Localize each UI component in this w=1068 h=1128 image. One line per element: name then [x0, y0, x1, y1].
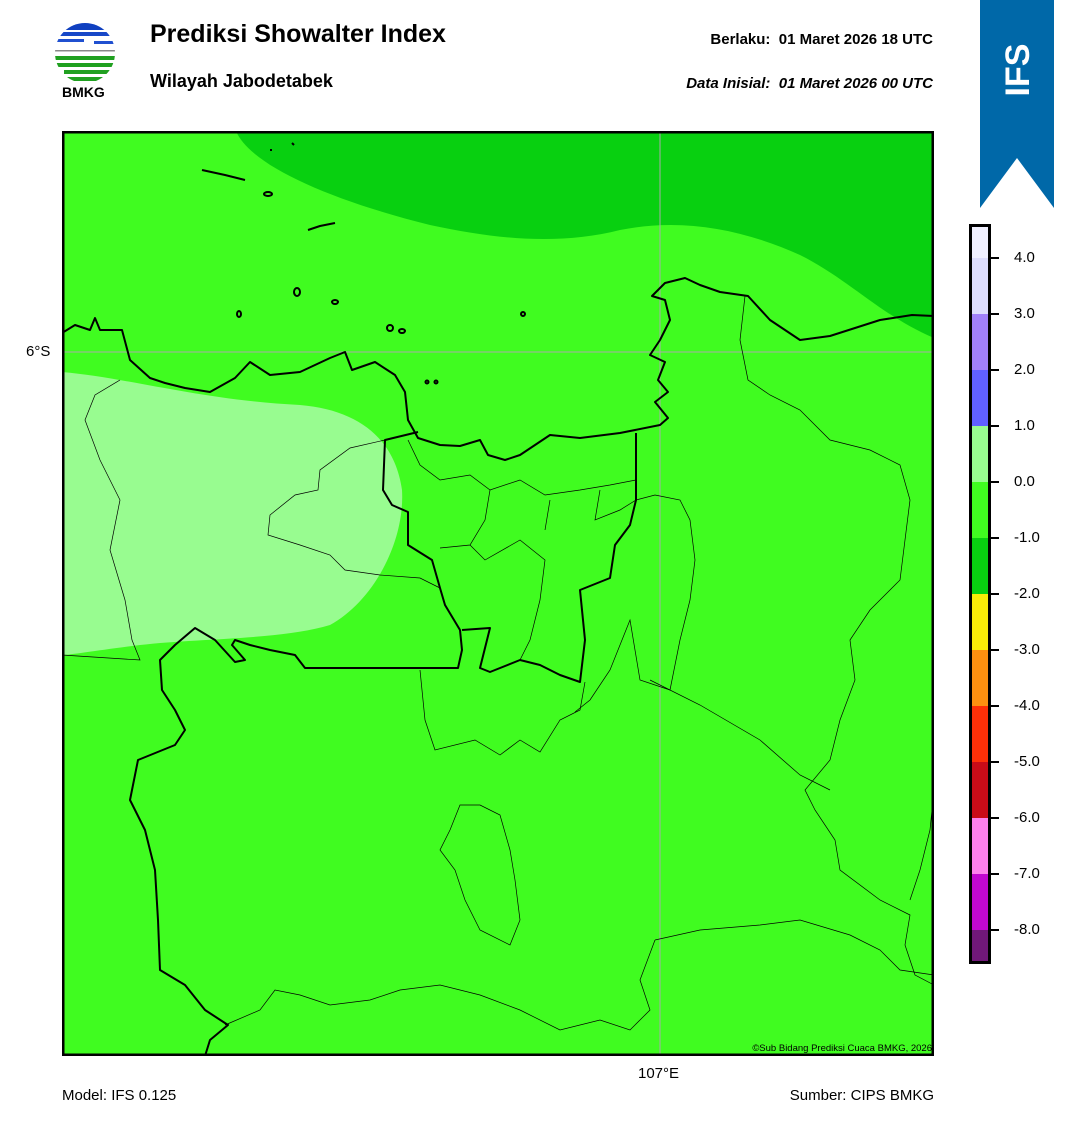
map-panel [62, 131, 934, 1056]
north-sea-contour [236, 131, 934, 338]
colorbar-tick [991, 425, 999, 427]
colorbar-tick-label: -8.0 [1014, 921, 1040, 938]
colorbar-segment [972, 314, 988, 370]
colorbar-tick [991, 537, 999, 539]
colorbar-segment [972, 930, 988, 961]
colorbar-tick-label: -7.0 [1014, 865, 1040, 882]
page-title: Prediksi Showalter Index [150, 20, 446, 48]
colorbar [969, 224, 991, 964]
colorbar-tick [991, 761, 999, 763]
colorbar-segment [972, 426, 988, 482]
colorbar-tick [991, 481, 999, 483]
colorbar-tick [991, 257, 999, 259]
colorbar-tick-label: 1.0 [1014, 417, 1035, 434]
model-label: Model: IFS 0.125 [62, 1087, 177, 1104]
colorbar-tick [991, 369, 999, 371]
colorbar-segment [972, 818, 988, 874]
colorbar-tick-label: -4.0 [1014, 697, 1040, 714]
west-area-contour [62, 372, 403, 655]
colorbar-tick-label: -2.0 [1014, 585, 1040, 602]
region-subtitle: Wilayah Jabodetabek [150, 71, 333, 91]
coastline [62, 142, 934, 461]
colorbar-segment [972, 258, 988, 314]
colorbar-tick-label: 2.0 [1014, 361, 1035, 378]
colorbar-tick [991, 929, 999, 931]
copyright-text: ©Sub Bidang Prediksi Cuaca BMKG, 2026 [752, 1043, 932, 1054]
colorbar-tick-label: -5.0 [1014, 753, 1040, 770]
colorbar-tick [991, 649, 999, 651]
ifs-badge-text: IFS [999, 43, 1037, 97]
colorbar-segment [972, 227, 988, 258]
province-borders [129, 431, 637, 1056]
init-time: Data Inisial: 01 Maret 2026 00 UTC [686, 75, 933, 92]
map-frame [62, 131, 934, 1056]
colorbar-tick-label: 4.0 [1014, 249, 1035, 266]
source-label: Sumber: CIPS BMKG [789, 1087, 934, 1104]
colorbar-tick-label: -6.0 [1014, 809, 1040, 826]
colorbar-tick-label: -3.0 [1014, 641, 1040, 658]
colorbar-segment [972, 594, 988, 650]
colorbar-segment [972, 762, 988, 818]
colorbar-segment [972, 370, 988, 426]
colorbar-segment [972, 538, 988, 594]
longitude-label: 107°E [638, 1065, 680, 1082]
colorbar-tick-label: 0.0 [1014, 473, 1035, 490]
bmkg-logo [55, 23, 115, 81]
colorbar-tick [991, 593, 999, 595]
colorbar-segment [972, 706, 988, 762]
ifs-badge-ribbon [980, 0, 1054, 208]
colorbar-segment [972, 650, 988, 706]
colorbar-segment [972, 482, 988, 538]
latitude-label: 6°S [26, 343, 51, 360]
colorbar-tick [991, 873, 999, 875]
colorbar-tick [991, 705, 999, 707]
colorbar-tick-label: 3.0 [1014, 305, 1035, 322]
colorbar-tick [991, 817, 999, 819]
valid-time: Berlaku: 01 Maret 2026 18 UTC [710, 31, 933, 48]
logo-text: BMKG [62, 84, 105, 100]
colorbar-tick [991, 313, 999, 315]
colorbar-segment [972, 874, 988, 930]
regency-borders [62, 295, 934, 1031]
colorbar-tick-label: -1.0 [1014, 529, 1040, 546]
